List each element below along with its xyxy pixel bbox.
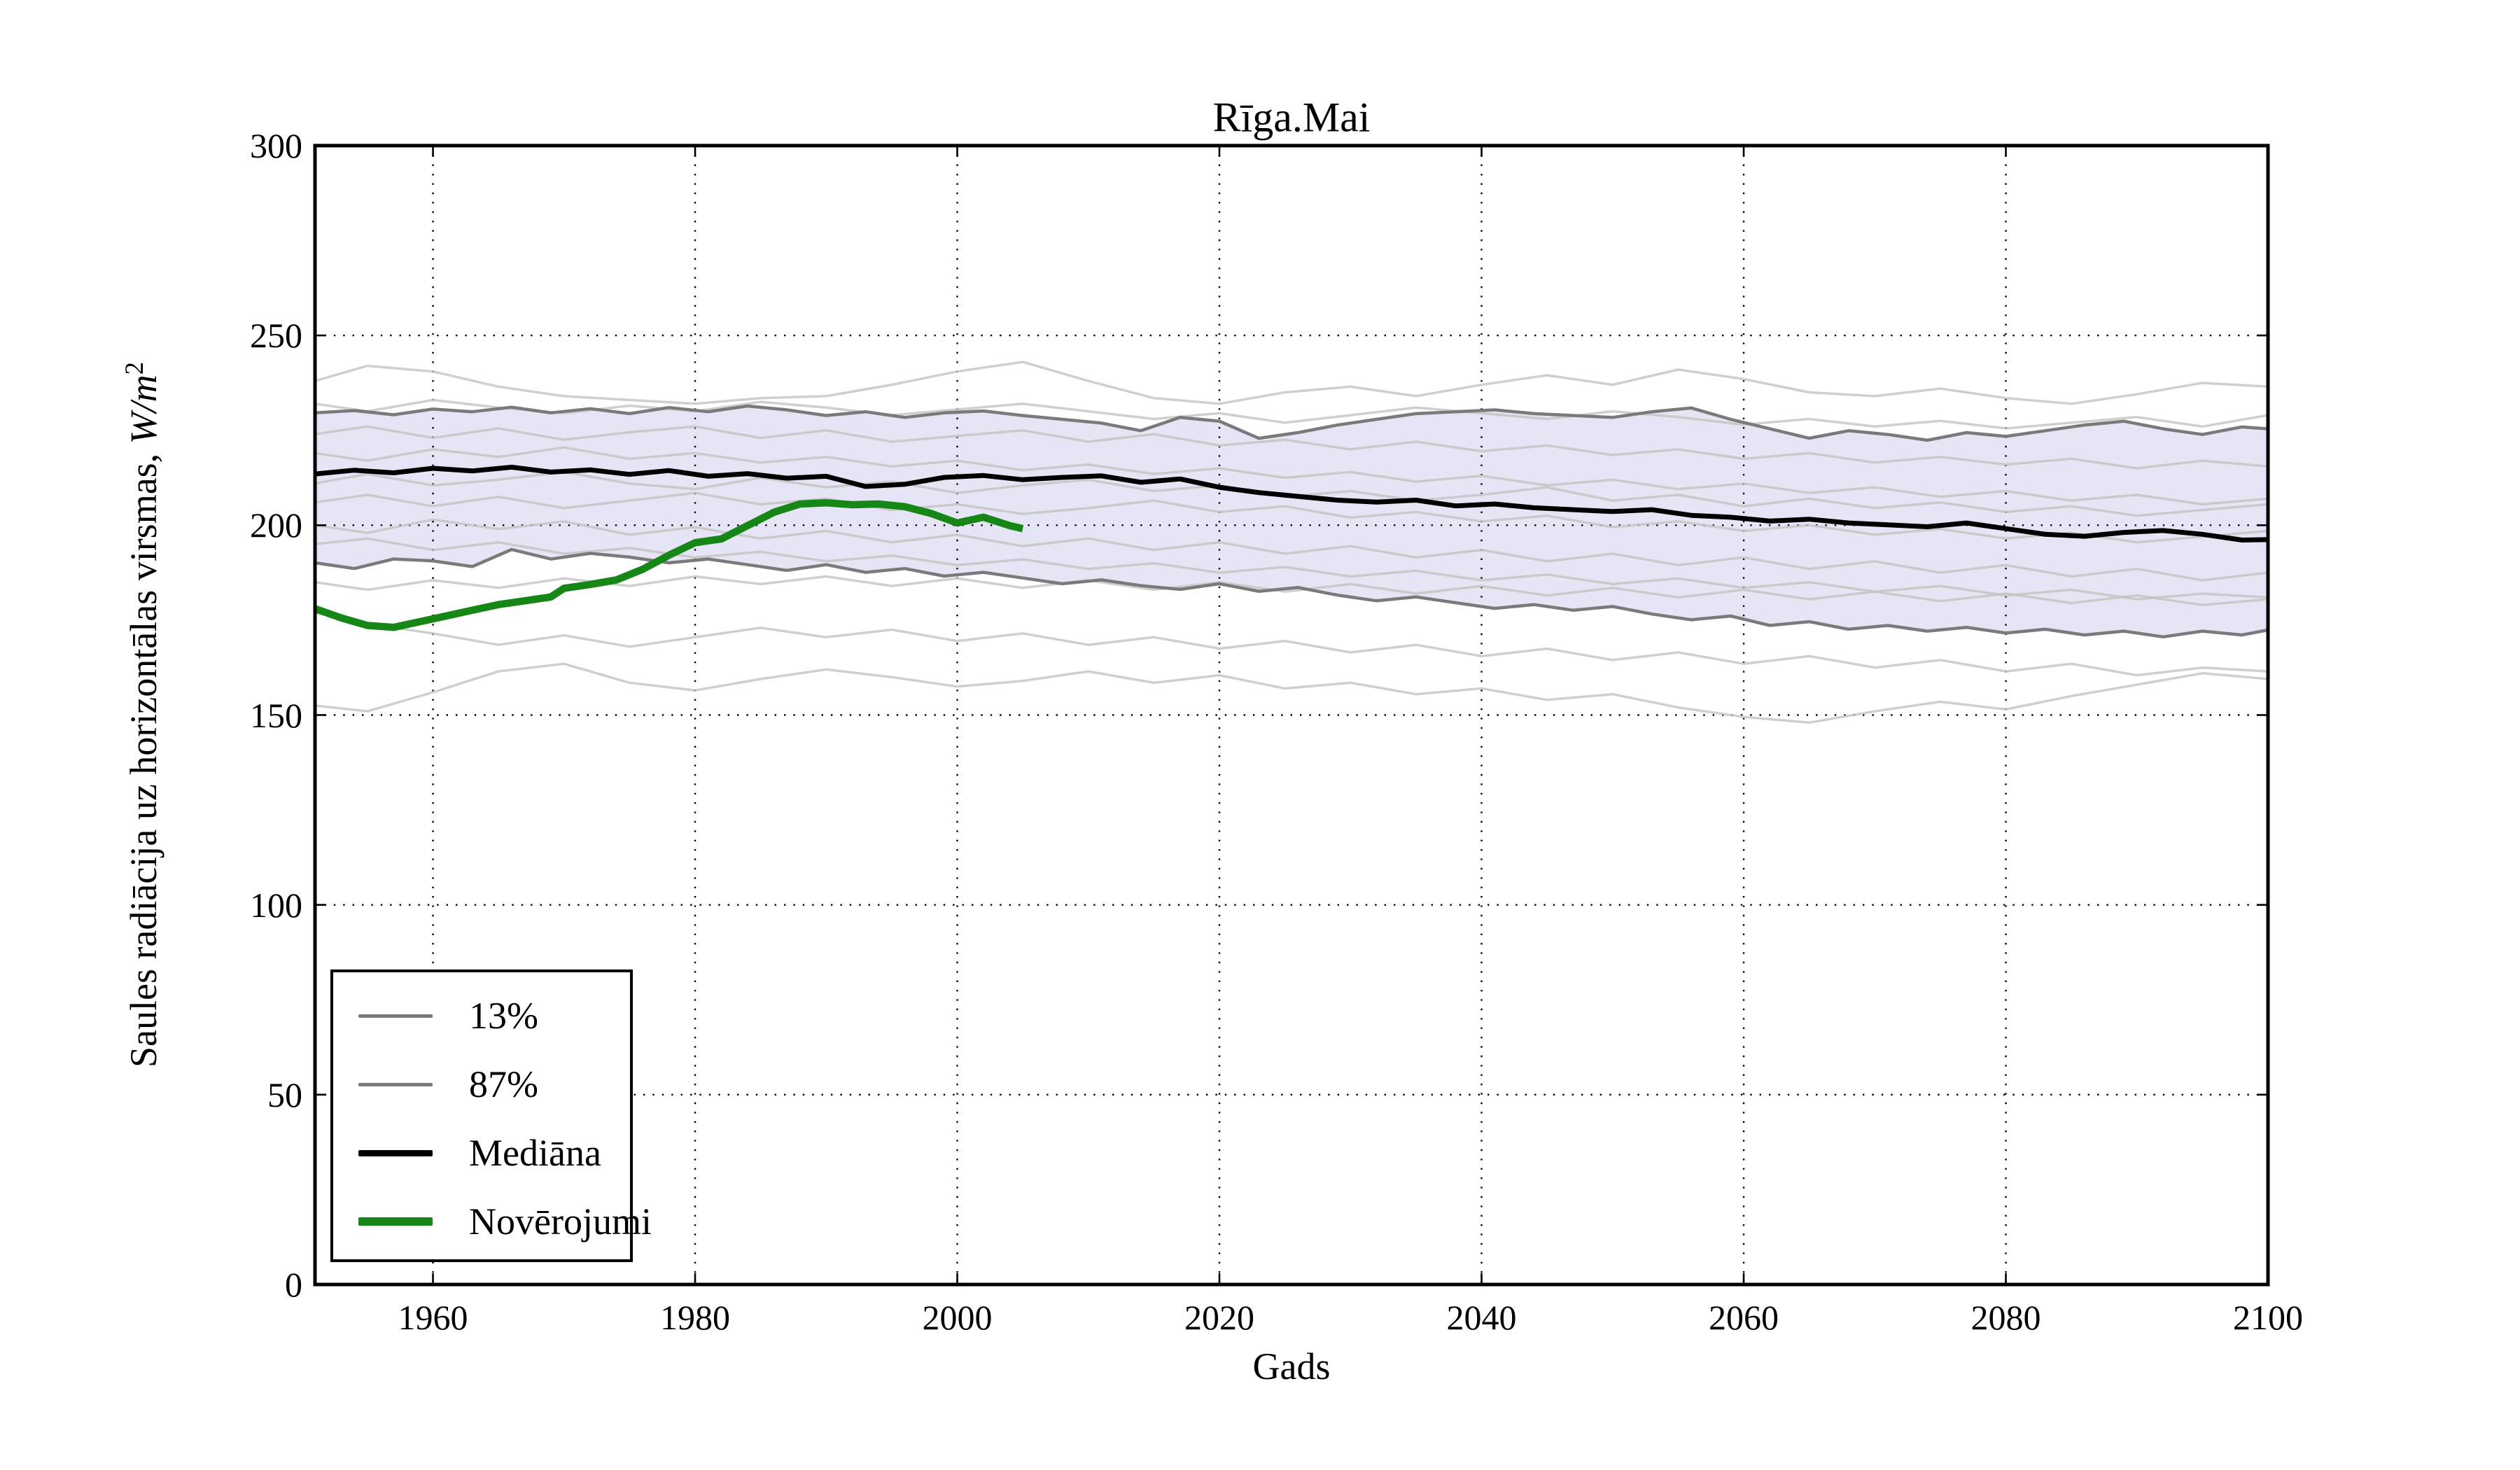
series-layer bbox=[314, 360, 2269, 724]
ensemble-line bbox=[314, 446, 2269, 506]
ensemble-line bbox=[314, 518, 2269, 582]
legend-line-swatch bbox=[358, 1082, 433, 1086]
legend-item-87-: 87% bbox=[333, 1063, 630, 1105]
observations-line bbox=[314, 499, 1024, 631]
ensemble-line bbox=[314, 662, 2269, 724]
x-tick-label: 1980 bbox=[660, 1298, 731, 1337]
x-tick-label: 2000 bbox=[922, 1298, 993, 1337]
y-axis-unit-exponent: 2 bbox=[120, 361, 148, 375]
y-tick-label: 0 bbox=[285, 1265, 302, 1304]
x-tick-label: 2100 bbox=[2233, 1298, 2303, 1337]
chart-title: Rīga.Mai bbox=[1212, 94, 1371, 141]
ensemble-line bbox=[314, 537, 2269, 601]
ensemble-line bbox=[314, 575, 2269, 606]
y-tick-label: 200 bbox=[250, 505, 302, 545]
legend-label: Mediāna bbox=[469, 1132, 601, 1174]
ensemble-line bbox=[314, 398, 2269, 430]
x-tick-label: 2040 bbox=[1446, 1298, 1517, 1337]
legend-item-nov-rojumi: Novērojumi bbox=[333, 1200, 652, 1242]
y-tick-label: 50 bbox=[267, 1074, 302, 1114]
median-line bbox=[314, 464, 2269, 542]
ensemble-line bbox=[314, 491, 2269, 544]
legend-line-swatch bbox=[358, 1217, 433, 1226]
ensemble-line bbox=[314, 425, 2269, 470]
legend: 13% 87% Mediāna Novērojumi bbox=[330, 969, 652, 1262]
percentile-87-line bbox=[314, 404, 2269, 442]
gridline-layer bbox=[315, 146, 2268, 1284]
legend-label: 87% bbox=[469, 1063, 538, 1105]
legend-item-medi-na: Mediāna bbox=[333, 1132, 630, 1174]
x-tick-label: 2060 bbox=[1709, 1298, 1779, 1337]
legend-label: Novērojumi bbox=[469, 1200, 652, 1242]
y-tick-label: 100 bbox=[250, 885, 302, 925]
legend-line-swatch bbox=[358, 1014, 433, 1018]
uncertainty-band-layer bbox=[315, 406, 2268, 637]
x-axis-label: Gads bbox=[1252, 1345, 1331, 1387]
legend-label: 13% bbox=[469, 995, 538, 1037]
uncertainty-band bbox=[315, 406, 2268, 637]
x-tick-label: 2080 bbox=[1970, 1298, 2041, 1337]
y-tick-label: 250 bbox=[250, 316, 302, 356]
y-tick-label: 150 bbox=[250, 695, 302, 735]
legend-line-swatch bbox=[358, 1149, 433, 1156]
x-tick-label: 1960 bbox=[398, 1298, 468, 1337]
percentile-13-line bbox=[314, 547, 2269, 639]
legend-item-13-: 13% bbox=[333, 995, 630, 1037]
x-tick-label: 2020 bbox=[1184, 1298, 1254, 1337]
y-axis-unit: W/m bbox=[122, 374, 164, 444]
ensemble-line bbox=[314, 611, 2269, 677]
ensemble-line bbox=[314, 360, 2269, 405]
y-tick-label: 300 bbox=[250, 126, 302, 165]
axes-layer bbox=[313, 144, 2270, 1287]
